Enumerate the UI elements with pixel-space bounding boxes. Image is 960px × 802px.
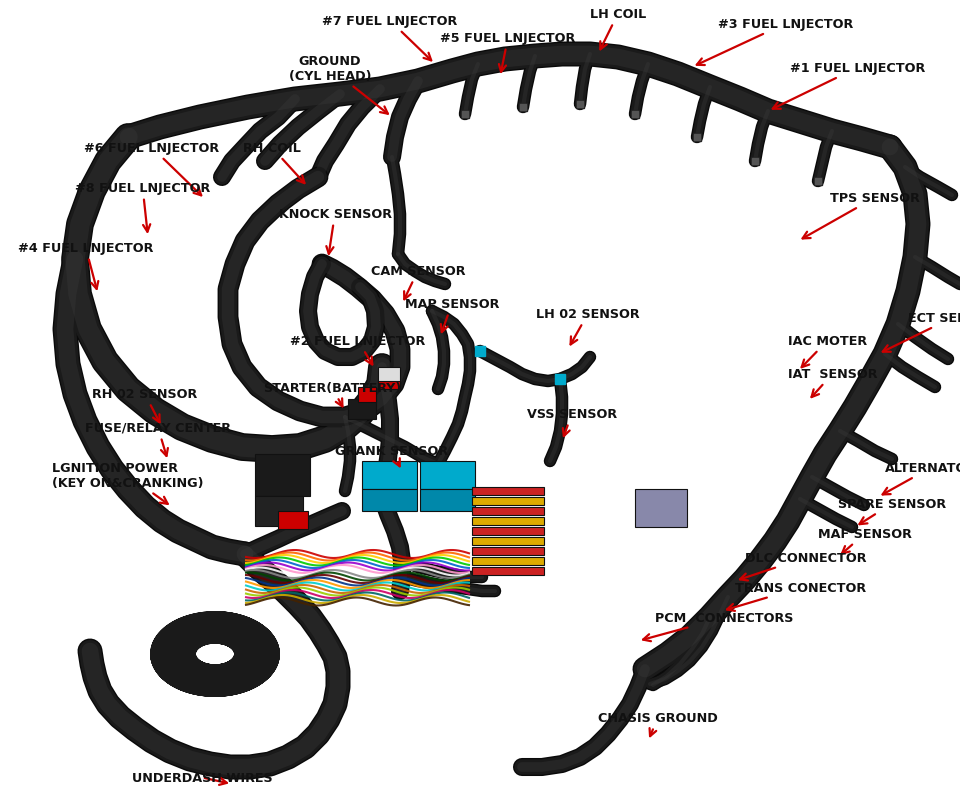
FancyBboxPatch shape: [378, 382, 400, 390]
Text: #3 FUEL LNJECTOR: #3 FUEL LNJECTOR: [697, 18, 853, 66]
FancyBboxPatch shape: [472, 508, 544, 516]
Text: GROUND
(CYL HEAD): GROUND (CYL HEAD): [289, 55, 388, 115]
FancyBboxPatch shape: [362, 461, 417, 489]
FancyBboxPatch shape: [255, 455, 310, 496]
FancyBboxPatch shape: [378, 367, 400, 383]
Text: VSS SENSOR: VSS SENSOR: [527, 407, 617, 436]
Text: LH COIL: LH COIL: [589, 8, 646, 51]
Text: #4 FUEL LNJECTOR: #4 FUEL LNJECTOR: [18, 241, 154, 290]
Text: CHASIS GROUND: CHASIS GROUND: [598, 711, 718, 736]
FancyBboxPatch shape: [472, 528, 544, 535]
Text: IAT  SENSOR: IAT SENSOR: [788, 367, 877, 398]
FancyBboxPatch shape: [472, 557, 544, 565]
Text: PCM  CONNECTORS: PCM CONNECTORS: [643, 611, 793, 642]
Text: GRANK SENSOR: GRANK SENSOR: [335, 444, 448, 467]
Text: KNOCK SENSOR: KNOCK SENSOR: [278, 208, 392, 254]
FancyBboxPatch shape: [348, 399, 376, 419]
FancyBboxPatch shape: [255, 496, 303, 526]
FancyBboxPatch shape: [472, 547, 544, 555]
Text: MAF SENSOR: MAF SENSOR: [818, 528, 912, 554]
Text: #7 FUEL LNJECTOR: #7 FUEL LNJECTOR: [323, 15, 458, 61]
Text: #5 FUEL LNJECTOR: #5 FUEL LNJECTOR: [441, 32, 576, 73]
Text: RH COIL: RH COIL: [243, 142, 304, 184]
Text: #1 FUEL LNJECTOR: #1 FUEL LNJECTOR: [773, 62, 925, 110]
FancyBboxPatch shape: [472, 567, 544, 575]
FancyBboxPatch shape: [472, 488, 544, 496]
FancyBboxPatch shape: [420, 461, 475, 489]
Text: LGNITION POWER
(KEY ON&CRANKING): LGNITION POWER (KEY ON&CRANKING): [52, 461, 204, 504]
Text: ALTERNATOR: ALTERNATOR: [882, 461, 960, 495]
FancyBboxPatch shape: [472, 517, 544, 525]
Text: DLC CONNECTOR: DLC CONNECTOR: [740, 551, 867, 581]
FancyBboxPatch shape: [362, 489, 417, 512]
Text: #2 FUEL LNJECTOR: #2 FUEL LNJECTOR: [290, 334, 425, 365]
FancyBboxPatch shape: [472, 537, 544, 545]
Text: IAC MOTER: IAC MOTER: [788, 334, 867, 368]
Text: RH 02 SENSOR: RH 02 SENSOR: [92, 387, 197, 423]
Text: MAP SENSOR: MAP SENSOR: [405, 298, 499, 333]
FancyBboxPatch shape: [420, 489, 475, 512]
Text: #8 FUEL LNJECTOR: #8 FUEL LNJECTOR: [75, 182, 210, 233]
Text: UNDERDASH WIRES: UNDERDASH WIRES: [132, 771, 273, 785]
Text: TRANS CONECTOR: TRANS CONECTOR: [727, 581, 866, 611]
Text: FUSE/RELAY CENTER: FUSE/RELAY CENTER: [85, 422, 231, 456]
FancyBboxPatch shape: [635, 489, 687, 528]
FancyBboxPatch shape: [472, 497, 544, 505]
FancyBboxPatch shape: [278, 512, 308, 529]
FancyBboxPatch shape: [358, 387, 376, 403]
Text: SPARE SENSOR: SPARE SENSOR: [838, 497, 947, 525]
Text: ECT SENSOR: ECT SENSOR: [883, 312, 960, 352]
Text: #6 FUEL LNJECTOR: #6 FUEL LNJECTOR: [84, 142, 220, 196]
Text: TPS SENSOR: TPS SENSOR: [803, 192, 920, 239]
Text: CAM SENSOR: CAM SENSOR: [371, 265, 466, 300]
Text: LH 02 SENSOR: LH 02 SENSOR: [537, 308, 639, 345]
Text: STARTER(BATTERY): STARTER(BATTERY): [263, 382, 401, 407]
